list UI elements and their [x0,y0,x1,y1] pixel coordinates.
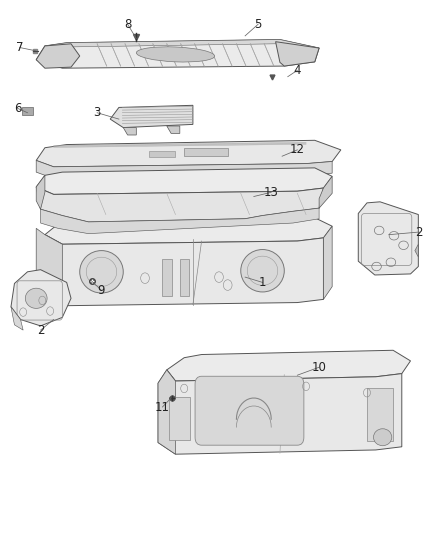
Ellipse shape [25,288,47,309]
Text: 7: 7 [16,41,23,54]
Polygon shape [36,228,62,306]
Bar [149,151,176,157]
Bar [184,148,228,156]
Text: 1: 1 [259,276,266,289]
Ellipse shape [136,47,215,62]
Polygon shape [36,39,319,68]
Polygon shape [158,370,402,454]
Text: 6: 6 [14,102,21,115]
Bar [169,397,190,440]
Polygon shape [276,42,319,66]
Bar [367,389,393,441]
Text: 2: 2 [37,324,44,337]
Polygon shape [45,217,332,244]
Text: 10: 10 [312,361,327,374]
Text: 8: 8 [124,18,131,31]
Ellipse shape [374,429,392,446]
Polygon shape [36,44,80,68]
Polygon shape [319,176,332,208]
Bar [22,107,33,115]
Polygon shape [36,187,323,222]
Polygon shape [158,370,176,454]
Text: 5: 5 [254,18,262,31]
Polygon shape [358,202,418,275]
Polygon shape [123,127,136,135]
Polygon shape [36,140,341,167]
Polygon shape [167,126,180,133]
Polygon shape [110,106,193,127]
Polygon shape [11,270,71,326]
Text: 3: 3 [93,106,101,119]
Text: 13: 13 [264,186,279,199]
Polygon shape [36,160,332,179]
Text: 4: 4 [293,64,301,77]
Text: 12: 12 [290,143,305,156]
Text: 2: 2 [416,225,423,239]
Polygon shape [41,208,319,233]
Bar [162,259,172,296]
Polygon shape [36,175,45,209]
Bar [180,259,189,296]
Ellipse shape [80,251,123,293]
Polygon shape [45,235,323,306]
Polygon shape [415,244,418,257]
Text: 11: 11 [155,400,170,414]
Polygon shape [45,39,319,51]
FancyBboxPatch shape [195,376,304,445]
Polygon shape [36,168,332,195]
Text: 9: 9 [98,284,105,297]
Ellipse shape [241,249,284,292]
Polygon shape [11,307,23,330]
Polygon shape [167,350,410,381]
Polygon shape [323,226,332,300]
